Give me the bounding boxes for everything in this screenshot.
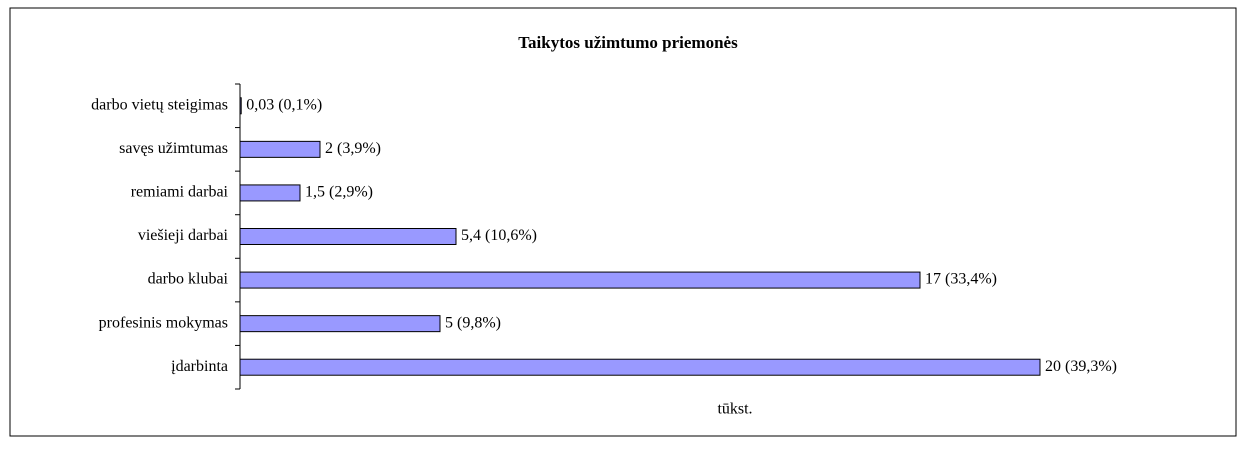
bar <box>239 358 1041 376</box>
bar <box>239 184 301 202</box>
data-label: 5 (9,8%) <box>445 314 501 331</box>
data-label: 5,4 (10,6%) <box>461 227 537 244</box>
y-tick-label: darbo vietų steigimas <box>91 96 228 113</box>
data-label: 17 (33,4%) <box>925 271 997 288</box>
y-tick-label: viešieji darbai <box>138 227 229 244</box>
chart-title: Taikytos užimtumo priemonės <box>518 33 738 52</box>
data-label: 20 (39,3%) <box>1045 358 1117 375</box>
y-tick-label: savęs užimtumas <box>119 140 228 157</box>
data-label: 0,03 (0,1%) <box>246 96 322 113</box>
bar <box>239 271 921 289</box>
data-label: 2 (3,9%) <box>325 140 381 157</box>
bar <box>239 315 441 333</box>
bar <box>239 140 321 158</box>
bar <box>239 97 242 115</box>
x-axis-label: tūkst. <box>717 401 752 418</box>
y-tick-label: įdarbinta <box>171 358 228 375</box>
data-label: 1,5 (2,9%) <box>305 184 373 201</box>
y-tick-label: darbo klubai <box>148 271 229 288</box>
bar <box>239 228 457 245</box>
y-tick-label: remiami darbai <box>131 184 229 201</box>
y-tick-label: profesinis mokymas <box>99 314 228 331</box>
